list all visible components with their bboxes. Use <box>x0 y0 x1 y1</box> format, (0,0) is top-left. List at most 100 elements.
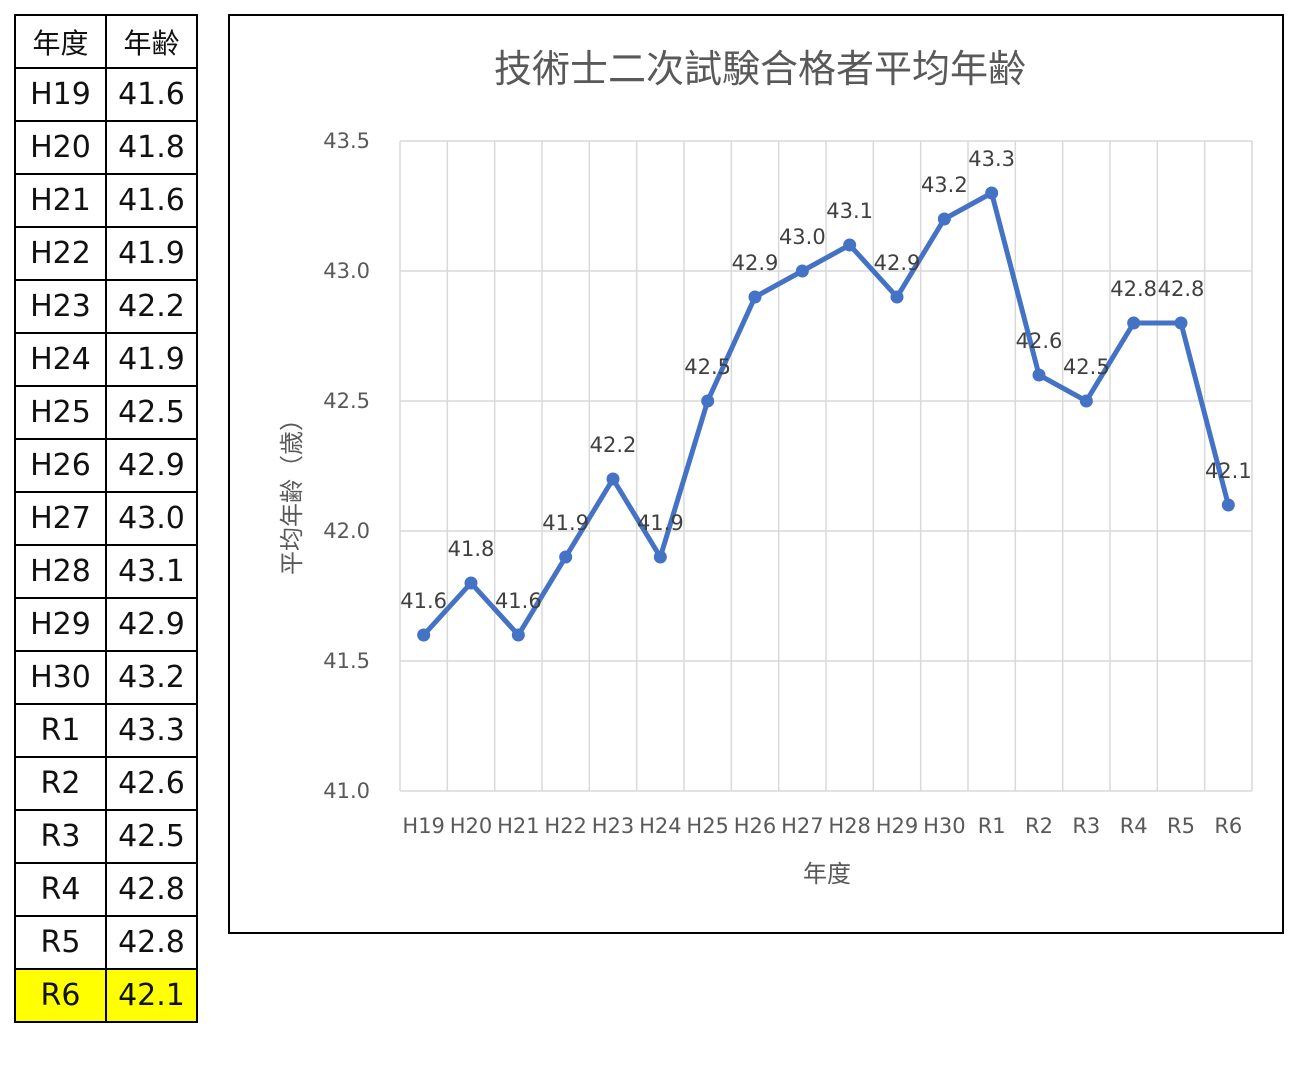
age-cell: 43.0 <box>105 491 198 546</box>
age-cell: 42.9 <box>105 597 198 652</box>
data-point <box>559 550 573 564</box>
x-tick-label: H19 <box>402 814 445 838</box>
age-cell: 42.9 <box>105 438 198 493</box>
year-cell: R1 <box>14 703 107 758</box>
year-cell: H23 <box>14 279 107 334</box>
table-row: R3 42.5 <box>14 809 198 864</box>
series-line <box>421 190 1231 638</box>
table-row: R5 42.8 <box>14 915 198 970</box>
year-cell: H19 <box>14 67 107 122</box>
x-tick-label: H22 <box>544 814 587 838</box>
year-cell: H30 <box>14 650 107 705</box>
data-label: 41.9 <box>637 511 684 535</box>
year-cell: R5 <box>14 915 107 970</box>
data-label: 42.5 <box>684 355 731 379</box>
x-tick-label: H28 <box>828 814 871 838</box>
data-point <box>701 394 715 408</box>
year-cell: H27 <box>14 491 107 546</box>
table-row: H19 41.6 <box>14 67 198 122</box>
data-label: 42.8 <box>1158 277 1205 301</box>
age-cell: 42.1 <box>105 968 198 1023</box>
table-row: H28 43.1 <box>14 544 198 599</box>
x-tick-label: H26 <box>734 814 777 838</box>
data-label: 43.0 <box>779 225 826 249</box>
y-tick-label: 42.0 <box>323 519 370 543</box>
chart-frame: 技術士二次試験合格者平均年齢 41.0 41.5 42.0 42.5 43.0 43.5 … <box>228 14 1284 934</box>
line-chart: 技術士二次試験合格者平均年齢 41.041.542.042.543.043.5 … <box>278 47 1253 888</box>
table-row: R4 42.8 <box>14 862 198 917</box>
x-tick-label: R4 <box>1120 814 1148 838</box>
x-tick-label: R2 <box>1025 814 1053 838</box>
data-label: 42.8 <box>1110 277 1157 301</box>
data-point <box>653 550 667 564</box>
year-cell: H29 <box>14 597 107 652</box>
year-cell: R4 <box>14 862 107 917</box>
x-tick-label: H25 <box>686 814 729 838</box>
age-cell: 41.9 <box>105 332 198 387</box>
chart-title: 技術士二次試験合格者平均年齢 <box>494 47 1026 91</box>
x-tick-label: H21 <box>497 814 540 838</box>
data-label: 41.6 <box>400 589 447 613</box>
data-point <box>985 186 999 200</box>
age-cell: 41.6 <box>105 173 198 228</box>
table-row: H22 41.9 <box>14 226 198 281</box>
y-tick-label: 41.0 <box>323 779 370 803</box>
data-label: 43.3 <box>968 147 1015 171</box>
data-point <box>937 212 951 226</box>
data-table: 年度 年齢 H19 41.6 H20 41.8 H21 41.6 H22 41.9 H23 42.… <box>14 14 198 1023</box>
y-tick-label: 42.5 <box>323 389 370 413</box>
data-label: 42.9 <box>874 251 921 275</box>
age-cell: 43.2 <box>105 650 198 705</box>
table-row: R2 42.6 <box>14 756 198 811</box>
header-age: 年齢 <box>105 14 198 69</box>
data-point <box>1127 316 1141 330</box>
header-year: 年度 <box>14 14 107 69</box>
data-label: 42.1 <box>1205 459 1252 483</box>
x-tick-label: R5 <box>1167 814 1195 838</box>
x-tick-label: R3 <box>1072 814 1100 838</box>
data-label: 41.9 <box>542 511 589 535</box>
table-row: H25 42.5 <box>14 385 198 440</box>
data-point <box>606 472 620 486</box>
data-labels: 41.641.841.641.942.241.942.542.943.043.1… <box>400 147 1251 613</box>
age-cell: 42.8 <box>105 915 198 970</box>
table-row: H24 41.9 <box>14 332 198 387</box>
series <box>417 186 1235 642</box>
x-axis-title: 年度 <box>803 860 851 888</box>
year-cell: H24 <box>14 332 107 387</box>
data-point <box>464 576 478 590</box>
age-cell: 41.9 <box>105 226 198 281</box>
table-row: H29 42.9 <box>14 597 198 652</box>
age-cell: 42.6 <box>105 756 198 811</box>
data-point <box>1079 394 1093 408</box>
data-point <box>1032 368 1046 382</box>
table-row: H20 41.8 <box>14 120 198 175</box>
grid <box>399 140 1253 792</box>
year-cell: H28 <box>14 544 107 599</box>
data-label: 41.6 <box>495 589 542 613</box>
data-point <box>748 290 762 304</box>
data-label: 43.2 <box>921 173 968 197</box>
table-header-row: 年度 年齢 <box>14 14 198 69</box>
x-tick-label: H27 <box>781 814 824 838</box>
table-row: H26 42.9 <box>14 438 198 493</box>
year-cell: R6 <box>14 968 107 1023</box>
data-point <box>1174 316 1188 330</box>
data-point <box>890 290 904 304</box>
x-tick-label: H23 <box>592 814 635 838</box>
data-point <box>795 264 809 278</box>
age-cell: 43.3 <box>105 703 198 758</box>
data-label: 43.1 <box>826 199 873 223</box>
age-cell: 42.8 <box>105 862 198 917</box>
year-cell: H26 <box>14 438 107 493</box>
age-cell: 42.2 <box>105 279 198 334</box>
data-point <box>843 238 857 252</box>
x-tick-label: H29 <box>876 814 919 838</box>
year-cell: H22 <box>14 226 107 281</box>
table-row: H21 41.6 <box>14 173 198 228</box>
table-row: R6 42.1 <box>14 968 198 1023</box>
data-label: 42.5 <box>1063 355 1110 379</box>
table-row: R1 43.3 <box>14 703 198 758</box>
data-label: 42.9 <box>732 251 779 275</box>
age-cell: 42.5 <box>105 809 198 864</box>
